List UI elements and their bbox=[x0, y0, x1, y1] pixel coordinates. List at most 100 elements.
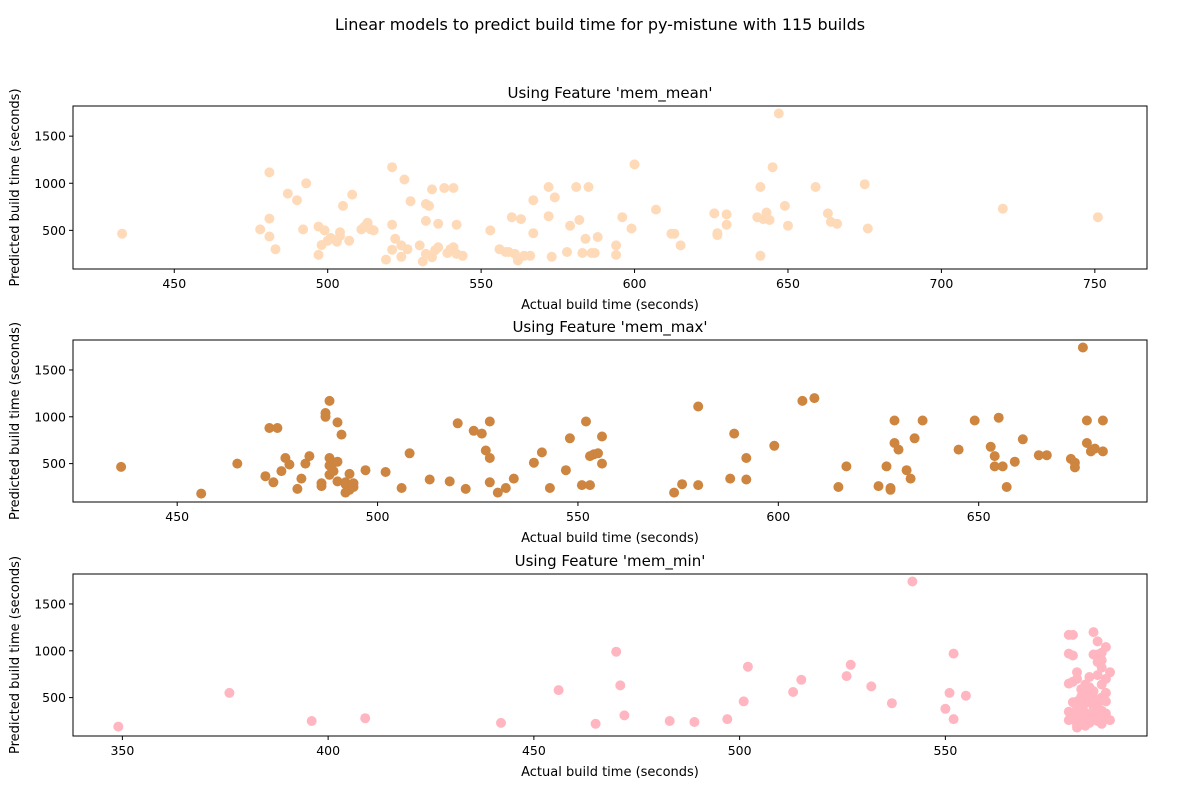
data-point bbox=[989, 451, 1000, 462]
data-point bbox=[712, 230, 723, 241]
data-point bbox=[993, 412, 1004, 423]
data-point bbox=[1009, 456, 1020, 467]
data-point bbox=[905, 473, 916, 484]
data-point bbox=[460, 483, 471, 494]
data-point bbox=[292, 483, 303, 494]
data-point bbox=[1001, 482, 1012, 492]
data-point bbox=[516, 214, 526, 225]
data-point bbox=[1088, 686, 1099, 697]
x-tick-label: 500 bbox=[316, 276, 340, 291]
data-point bbox=[597, 458, 607, 469]
y-axis-label: Predicted build time (seconds) bbox=[8, 322, 23, 520]
scatter-series bbox=[113, 576, 1115, 733]
data-point bbox=[611, 249, 622, 260]
data-point bbox=[452, 418, 463, 429]
data-point bbox=[709, 208, 720, 219]
data-point bbox=[997, 461, 1008, 472]
data-point bbox=[841, 461, 852, 472]
data-point bbox=[320, 408, 331, 418]
data-point bbox=[492, 487, 503, 498]
data-point bbox=[725, 473, 736, 484]
data-point bbox=[360, 713, 371, 724]
y-tick-label: 1000 bbox=[34, 643, 66, 658]
data-point bbox=[845, 659, 856, 670]
data-point bbox=[1088, 627, 1099, 638]
data-point bbox=[417, 256, 428, 267]
data-point bbox=[1096, 718, 1107, 729]
data-point bbox=[348, 478, 359, 489]
data-point bbox=[414, 240, 425, 251]
data-point bbox=[543, 211, 554, 222]
data-point bbox=[948, 648, 959, 659]
data-point bbox=[617, 212, 628, 223]
data-point bbox=[396, 251, 407, 262]
data-point bbox=[651, 204, 661, 215]
data-point bbox=[1105, 667, 1115, 678]
x-tick-label: 600 bbox=[766, 509, 790, 524]
data-point bbox=[500, 483, 511, 493]
data-point bbox=[543, 182, 554, 192]
x-tick-label: 550 bbox=[933, 743, 957, 758]
data-point bbox=[484, 453, 495, 463]
data-point bbox=[969, 415, 980, 426]
data-point bbox=[276, 466, 287, 477]
data-point bbox=[546, 251, 557, 262]
x-tick-label: 400 bbox=[316, 743, 340, 758]
subplot-title: Using Feature 'mem_max' bbox=[512, 318, 707, 337]
data-point bbox=[506, 212, 517, 223]
scatter-series bbox=[117, 108, 1103, 267]
data-point bbox=[404, 448, 415, 459]
data-point bbox=[380, 467, 391, 477]
data-point bbox=[1041, 450, 1052, 461]
data-point bbox=[669, 228, 680, 239]
data-point bbox=[313, 249, 324, 260]
data-point bbox=[841, 671, 852, 682]
data-point bbox=[1105, 715, 1115, 726]
data-point bbox=[536, 447, 547, 458]
subplot-title: Using Feature 'mem_min' bbox=[515, 552, 706, 571]
data-point bbox=[989, 461, 1000, 472]
x-tick-label: 700 bbox=[929, 276, 953, 291]
y-tick-label: 1500 bbox=[34, 362, 66, 377]
data-point bbox=[264, 167, 275, 178]
data-point bbox=[405, 196, 416, 207]
data-point bbox=[1067, 629, 1078, 640]
x-tick-label: 750 bbox=[1083, 276, 1107, 291]
data-point bbox=[1081, 415, 1092, 426]
data-point bbox=[574, 215, 585, 225]
data-point bbox=[833, 482, 844, 492]
x-tick-label: 650 bbox=[776, 276, 800, 291]
data-point bbox=[284, 459, 295, 470]
x-tick-label: 350 bbox=[110, 743, 134, 758]
data-point bbox=[940, 703, 951, 714]
data-point bbox=[300, 458, 311, 469]
data-point bbox=[304, 451, 315, 462]
data-point bbox=[553, 685, 564, 696]
y-tick-label: 500 bbox=[42, 690, 66, 705]
data-point bbox=[1096, 655, 1107, 666]
data-point bbox=[316, 481, 327, 492]
data-point bbox=[387, 219, 398, 230]
data-point bbox=[1097, 446, 1108, 457]
x-tick-label: 650 bbox=[967, 509, 991, 524]
data-point bbox=[457, 250, 468, 261]
data-point bbox=[741, 474, 752, 485]
data-point bbox=[116, 461, 127, 472]
data-point bbox=[611, 646, 622, 657]
data-point bbox=[360, 465, 371, 476]
x-tick-label: 450 bbox=[165, 509, 189, 524]
data-point bbox=[439, 183, 450, 193]
data-point bbox=[866, 681, 877, 692]
data-point bbox=[324, 395, 335, 406]
data-point bbox=[496, 717, 506, 728]
data-point bbox=[1081, 438, 1092, 448]
data-point bbox=[1089, 443, 1100, 454]
data-point bbox=[448, 183, 459, 193]
data-point bbox=[832, 218, 843, 229]
data-point bbox=[1067, 650, 1078, 661]
data-point bbox=[873, 481, 884, 492]
data-point bbox=[677, 479, 688, 490]
data-point bbox=[433, 242, 444, 253]
data-point bbox=[113, 721, 124, 732]
